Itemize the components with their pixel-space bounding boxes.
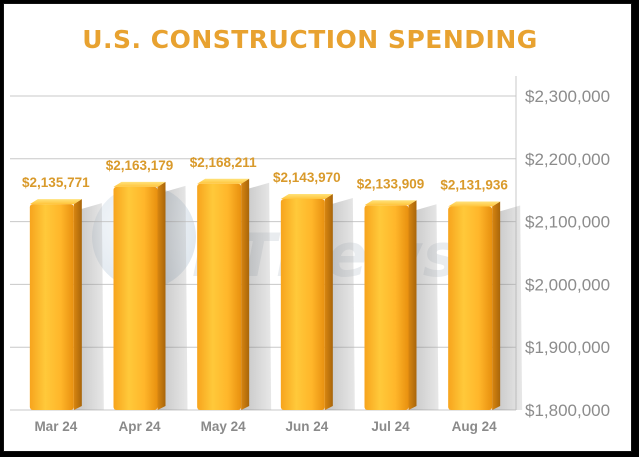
x-tick-label: Apr 24 [118, 419, 161, 434]
bar [280, 193, 355, 410]
bar-top [364, 200, 417, 206]
chart-panel: RTNews U.S. CONSTRUCTION SPENDING $1,800… [3, 3, 632, 452]
x-tick-label: Jun 24 [285, 419, 328, 434]
data-label: $2,163,179 [106, 158, 174, 173]
data-label: $2,168,211 [190, 155, 257, 170]
bar-front [280, 198, 325, 410]
bar-side [73, 199, 82, 410]
bar-top [29, 199, 82, 205]
y-tick-label: $1,800,000 [525, 401, 610, 420]
bar [197, 178, 272, 410]
bar [29, 199, 104, 410]
y-tick-label: $2,000,000 [525, 275, 610, 294]
bar-side [157, 181, 166, 410]
data-label: $2,143,970 [273, 170, 341, 185]
bar [364, 200, 439, 410]
bar-side [408, 200, 417, 410]
data-labels: $2,135,771 $2,163,179 $2,168,211 $2,143,970… [22, 155, 508, 193]
bar-front [29, 204, 74, 410]
bar-top [448, 201, 501, 207]
x-tick-label: Jul 24 [371, 419, 410, 434]
bar-front [113, 186, 158, 410]
x-tick-label: Mar 24 [34, 419, 77, 434]
bar-side [492, 201, 501, 410]
bar-top [113, 181, 166, 187]
data-label: $2,133,909 [357, 176, 425, 191]
y-tick-label: $2,300,000 [525, 87, 610, 106]
x-tick-label: Aug 24 [452, 419, 498, 434]
y-tick-label: $1,900,000 [525, 338, 610, 357]
bar-side [241, 178, 250, 410]
bar-chart: RTNews U.S. CONSTRUCTION SPENDING $1,800… [10, 25, 610, 434]
y-tick-label: $2,200,000 [525, 150, 610, 169]
y-tick-label: $2,100,000 [525, 213, 610, 232]
bar-top [280, 193, 333, 199]
data-label: $2,135,771 [22, 175, 90, 190]
chart-title: U.S. CONSTRUCTION SPENDING [82, 25, 538, 54]
bar [113, 181, 188, 410]
bar-front [448, 206, 493, 410]
data-label: $2,131,936 [440, 178, 508, 193]
bar-top [197, 178, 250, 184]
x-tick-label: May 24 [201, 419, 247, 434]
y-axis: $1,800,000 $1,900,000 $2,000,000 $2,100,000… [525, 87, 610, 420]
x-axis: Mar 24 Apr 24 May 24 Jun 24 Jul 24 Aug 24 [34, 419, 497, 434]
bar-front [364, 205, 409, 410]
bars [29, 178, 523, 410]
bar-front [197, 183, 242, 410]
bar [448, 201, 523, 410]
bar-side [324, 193, 333, 410]
